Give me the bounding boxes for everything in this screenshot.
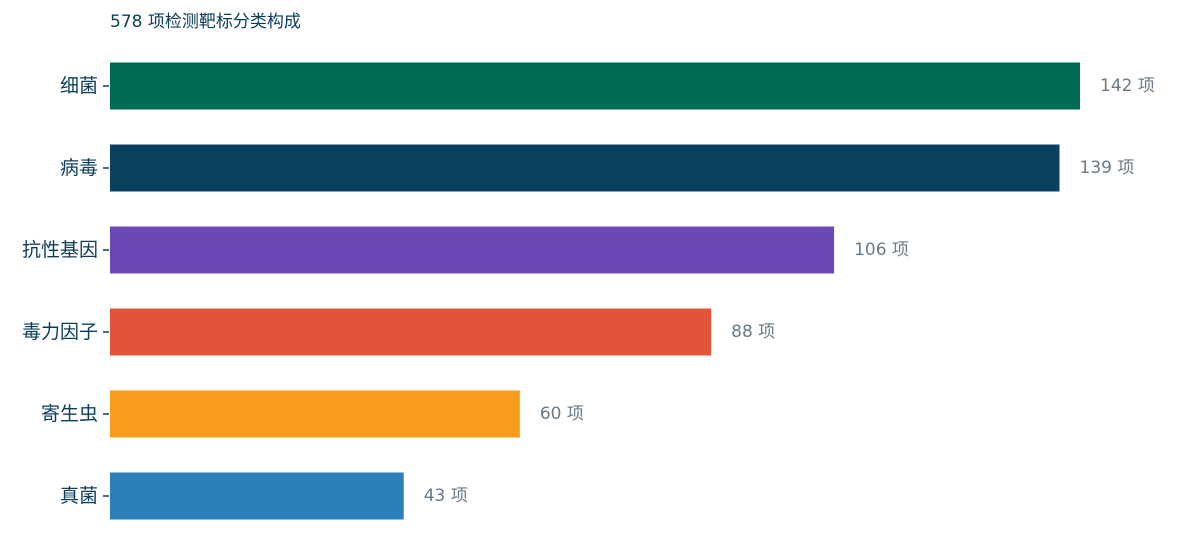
bar: [110, 308, 712, 356]
data-label: 88 项: [731, 322, 775, 342]
data-label: 106 项: [854, 240, 909, 260]
bar: [110, 144, 1060, 192]
category-label: 真菌: [60, 485, 98, 507]
category-label: 抗性基因: [22, 239, 98, 261]
bar: [110, 390, 520, 438]
bar: [110, 226, 835, 274]
data-label: 60 项: [540, 404, 584, 424]
data-label: 43 项: [424, 486, 468, 506]
category-label: 寄生虫: [41, 403, 98, 425]
data-label: 139 项: [1080, 158, 1135, 178]
category-label: 毒力因子: [22, 321, 98, 343]
category-label: 细菌: [60, 75, 98, 97]
category-label: 病毒: [60, 157, 98, 179]
data-label: 142 项: [1100, 76, 1155, 96]
bar: [110, 472, 404, 520]
chart-subtitle: 578 项检测靶标分类构成: [110, 12, 301, 32]
bar: [110, 62, 1080, 110]
